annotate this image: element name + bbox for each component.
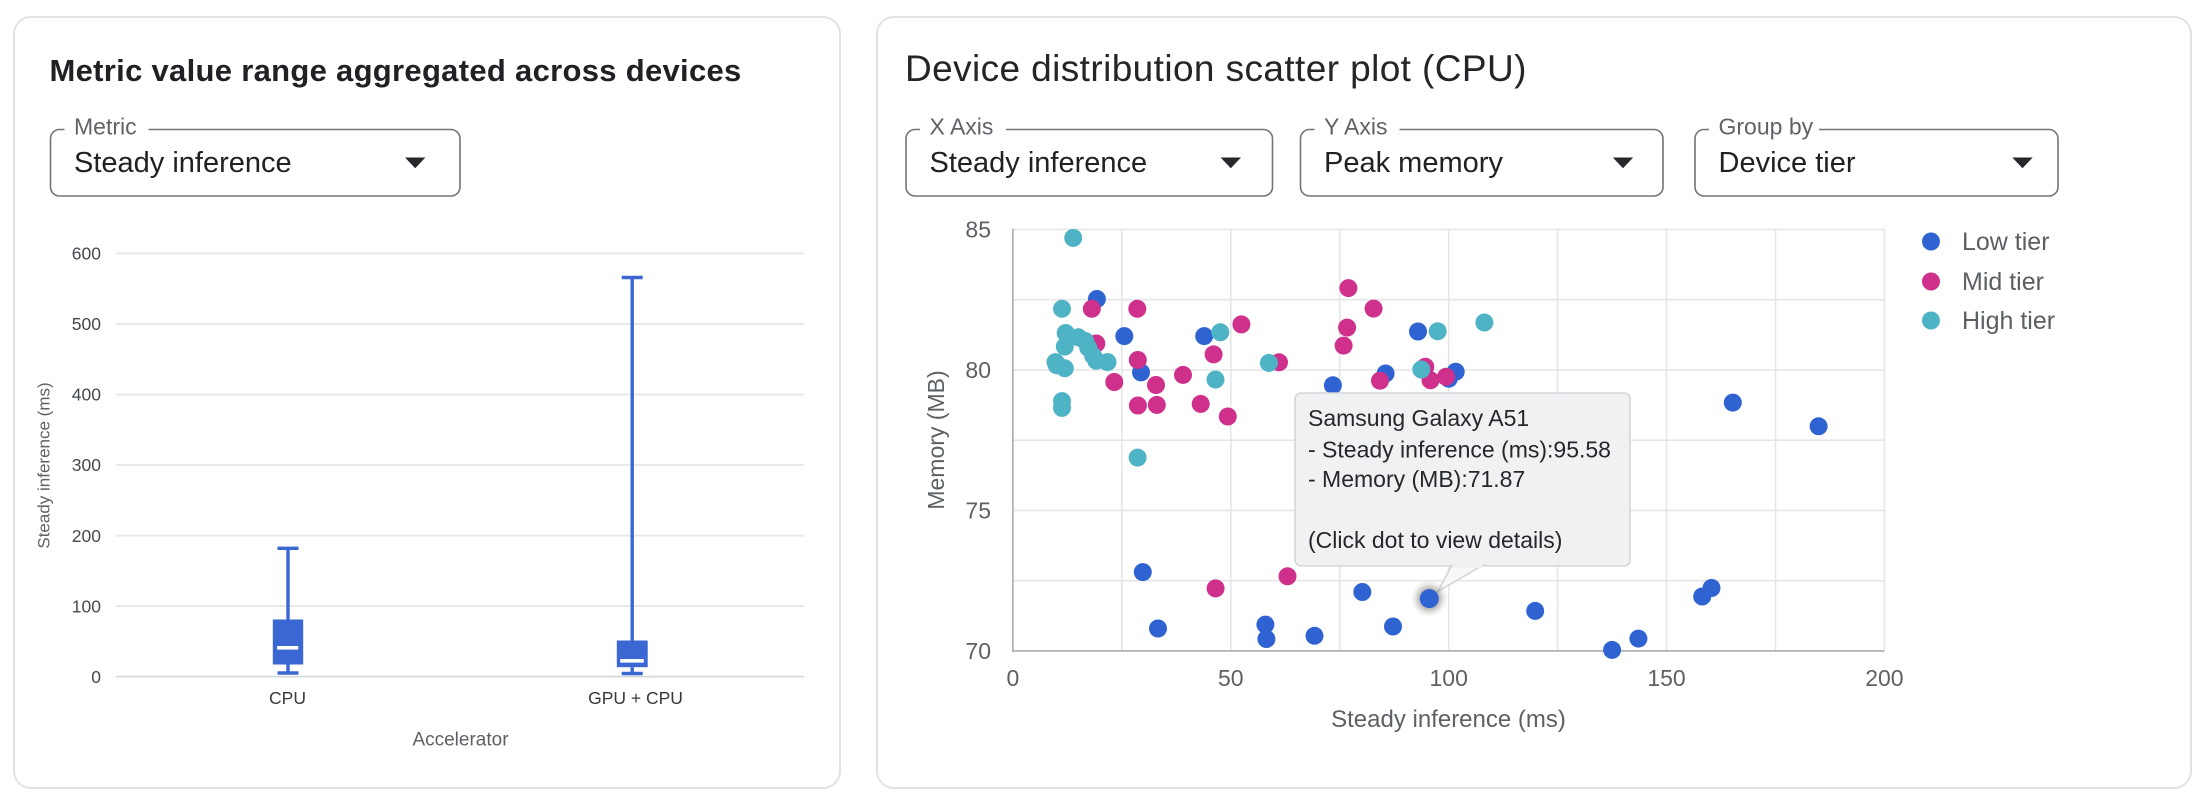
- svg-text:CPU: CPU: [269, 688, 306, 708]
- svg-text:300: 300: [72, 455, 101, 475]
- svg-text:400: 400: [72, 385, 101, 405]
- svg-text:Accelerator: Accelerator: [412, 730, 509, 751]
- svg-text:85: 85: [965, 217, 991, 243]
- svg-text:200: 200: [72, 526, 101, 546]
- svg-text:Steady inference (ms): Steady inference (ms): [1331, 706, 1566, 733]
- svg-text:100: 100: [72, 596, 101, 616]
- svg-text:Steady inference: Steady inference: [74, 147, 292, 179]
- svg-text:500: 500: [72, 314, 101, 334]
- svg-text:X Axis: X Axis: [930, 114, 994, 140]
- svg-text:GPU + CPU: GPU + CPU: [588, 688, 683, 708]
- svg-text:80: 80: [965, 357, 991, 383]
- svg-text:Y Axis: Y Axis: [1324, 114, 1388, 140]
- svg-text:Memory (MB): Memory (MB): [923, 370, 949, 509]
- svg-text:(Click dot to view details): (Click dot to view details): [1308, 527, 1562, 553]
- svg-text:0: 0: [91, 667, 101, 687]
- svg-text:Mid tier: Mid tier: [1962, 268, 2044, 296]
- svg-text:Group by: Group by: [1719, 114, 1814, 140]
- svg-text:Steady inference (ms): Steady inference (ms): [35, 382, 54, 548]
- svg-text:High tier: High tier: [1962, 307, 2055, 335]
- svg-text:600: 600: [72, 244, 101, 264]
- svg-text:Metric value range aggregated: Metric value range aggregated across dev…: [50, 53, 742, 88]
- svg-text:- Steady inference (ms):95.58: - Steady inference (ms):95.58: [1308, 437, 1611, 463]
- svg-text:Samsung Galaxy A51: Samsung Galaxy A51: [1308, 405, 1529, 431]
- svg-text:150: 150: [1647, 665, 1685, 691]
- svg-text:Low tier: Low tier: [1962, 228, 2050, 256]
- svg-text:0: 0: [1007, 665, 1020, 691]
- svg-text:100: 100: [1430, 665, 1468, 691]
- svg-text:75: 75: [965, 497, 991, 523]
- svg-text:- Memory (MB):71.87: - Memory (MB):71.87: [1308, 466, 1525, 492]
- svg-text:Peak memory: Peak memory: [1324, 147, 1503, 179]
- svg-text:70: 70: [965, 638, 991, 664]
- svg-text:50: 50: [1218, 665, 1244, 691]
- svg-text:200: 200: [1865, 665, 1903, 691]
- svg-text:Metric: Metric: [74, 114, 137, 140]
- svg-text:Device tier: Device tier: [1719, 147, 1856, 179]
- svg-text:Steady inference: Steady inference: [930, 147, 1148, 179]
- svg-text:Device distribution scatter pl: Device distribution scatter plot (CPU): [905, 48, 1527, 89]
